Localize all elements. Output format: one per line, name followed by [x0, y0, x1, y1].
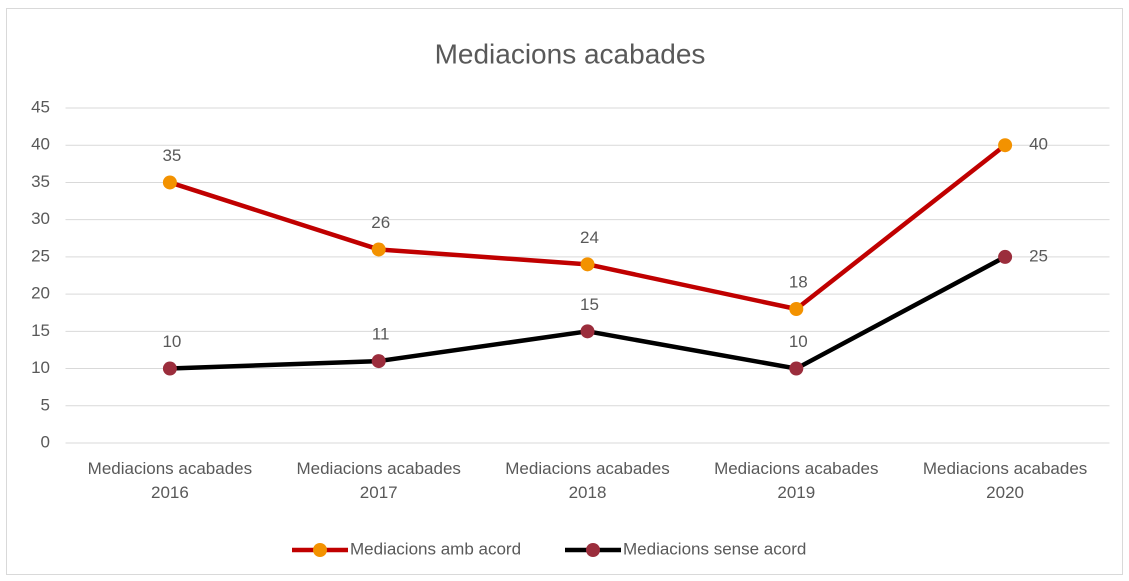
y-tick-label: 15 — [31, 321, 50, 340]
data-point — [162, 175, 177, 190]
x-tick-label: Mediacions acabades 2019 — [714, 459, 878, 502]
legend-label: Mediacions amb acord — [350, 539, 521, 558]
y-tick-label: 20 — [31, 284, 50, 303]
chart-title: Mediacions acabades — [435, 38, 706, 69]
data-label: 35 — [162, 146, 181, 165]
x-tick-label: Mediacions acabades 2017 — [296, 459, 460, 502]
data-label: 15 — [580, 295, 599, 314]
data-label: 10 — [789, 332, 808, 351]
data-point — [998, 249, 1013, 264]
data-point — [162, 361, 177, 376]
data-point — [789, 361, 804, 376]
x-tick-label: Mediacions acabades 2020 — [923, 459, 1087, 502]
y-tick-label: 40 — [31, 135, 50, 154]
data-label: 40 — [1029, 135, 1048, 154]
data-label: 25 — [1029, 246, 1048, 265]
data-point — [789, 302, 804, 316]
data-label: 10 — [162, 332, 181, 351]
data-label: 18 — [789, 272, 808, 291]
y-tick-label: 35 — [31, 172, 50, 191]
data-point — [371, 242, 386, 257]
data-label: 24 — [580, 228, 599, 247]
y-tick-label: 45 — [31, 97, 50, 116]
y-tick-label: 25 — [31, 246, 50, 265]
x-tick-label: Mediacions acabades 2016 — [88, 459, 252, 502]
data-point — [371, 354, 386, 369]
data-label: 26 — [371, 213, 390, 232]
y-tick-label: 30 — [31, 209, 50, 228]
y-tick-label: 5 — [41, 395, 50, 414]
y-tick-label: 0 — [41, 432, 50, 451]
y-tick-label: 10 — [31, 358, 50, 377]
data-point — [998, 138, 1013, 153]
data-point — [580, 324, 595, 339]
legend-label: Mediacions sense acord — [623, 539, 806, 558]
x-tick-label: Mediacions acabades 2018 — [505, 459, 669, 502]
data-point — [580, 257, 595, 272]
legend-marker — [313, 543, 327, 557]
legend-marker — [586, 543, 600, 557]
data-label: 11 — [372, 325, 390, 344]
